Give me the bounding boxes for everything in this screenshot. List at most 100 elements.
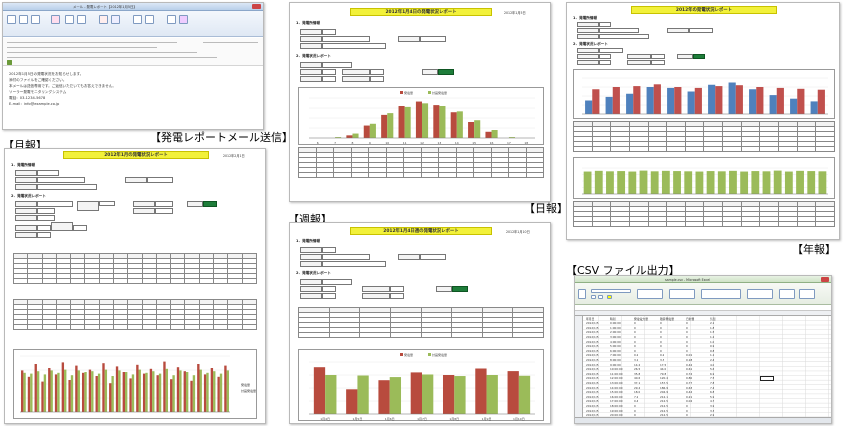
csv-cell[interactable]: 0.63 <box>686 385 693 390</box>
delete-icon[interactable] <box>51 15 60 24</box>
csv-cell[interactable]: 17:00:00 <box>610 399 623 404</box>
rules-icon[interactable] <box>77 15 86 24</box>
csv-cell[interactable]: 0 <box>634 403 636 408</box>
csv-cell[interactable]: 0.44 <box>686 390 693 395</box>
onenote-icon[interactable] <box>179 15 188 24</box>
csv-cell[interactable]: 14.2 <box>634 362 641 367</box>
csv-cell[interactable]: 19:00:00 <box>610 408 623 413</box>
csv-cell[interactable]: 40.6 <box>634 376 641 381</box>
csv-cell[interactable]: 1.0 <box>710 339 715 344</box>
csv-cell[interactable]: 0 <box>686 334 688 339</box>
csv-cell[interactable]: 212.1 <box>660 394 669 399</box>
csv-cell[interactable]: 2012/1/5 <box>586 376 599 381</box>
csv-cell[interactable]: 0.77 <box>686 380 693 385</box>
csv-cell[interactable]: 4:00:00 <box>610 339 621 344</box>
csv-cell[interactable]: 0 <box>634 334 636 339</box>
csv-cell[interactable]: 0.74 <box>686 371 693 376</box>
csv-cell[interactable]: 212.5 <box>660 399 669 404</box>
csv-cell[interactable]: 0 <box>660 321 662 326</box>
csv-header-cell[interactable]: 気温 <box>710 316 716 321</box>
csv-cell[interactable]: 2012/1/5 <box>586 413 599 418</box>
csv-cell[interactable]: 35.8 <box>634 371 641 376</box>
csv-cell[interactable]: 0.4 <box>634 399 639 404</box>
csv-cell[interactable]: 0 <box>660 344 662 349</box>
find-select-icon[interactable] <box>799 289 815 299</box>
csv-cell[interactable]: 2012/1/5 <box>586 403 599 408</box>
reply-icon[interactable] <box>7 15 16 24</box>
csv-cell[interactable]: 2012/1/5 <box>586 394 599 399</box>
styles-icon[interactable] <box>701 289 741 299</box>
csv-cell[interactable]: 0 <box>634 325 636 330</box>
csv-cell[interactable]: 4.0 <box>710 362 715 367</box>
csv-cell[interactable]: 3.3 <box>660 357 665 362</box>
csv-cell[interactable]: 26.5 <box>634 367 641 372</box>
csv-cell[interactable]: 3.1 <box>634 357 639 362</box>
csv-cell[interactable]: 7.2 <box>634 394 639 399</box>
csv-cell[interactable]: 2.9 <box>710 413 715 418</box>
csv-cell[interactable]: 0.01 <box>686 353 693 358</box>
align-icon[interactable] <box>637 289 663 299</box>
csv-header-cell[interactable]: 発電電力量 <box>634 316 648 321</box>
csv-cell[interactable]: 2012/1/5 <box>586 330 599 335</box>
csv-header-cell[interactable]: 積算発電量 <box>660 316 674 321</box>
csv-cell[interactable]: 0.18 <box>686 357 693 362</box>
csv-cell[interactable]: 2012/1/5 <box>586 408 599 413</box>
flag-icon[interactable] <box>99 15 108 24</box>
csv-cell[interactable]: 18:00:00 <box>610 403 623 408</box>
csv-cell[interactable]: 2012/1/5 <box>586 339 599 344</box>
find-icon[interactable] <box>133 15 142 24</box>
csv-cell[interactable]: 8:00:00 <box>610 357 621 362</box>
csv-cell[interactable]: 2012/1/5 <box>586 362 599 367</box>
csv-cell[interactable]: 1.2 <box>710 334 715 339</box>
csv-cell[interactable]: 44.0 <box>660 367 667 372</box>
csv-cell[interactable]: 6.8 <box>710 390 715 395</box>
csv-cell[interactable]: 1:00:00 <box>610 325 621 330</box>
csv-header-cell[interactable]: 年月日 <box>586 316 595 321</box>
csv-cell[interactable]: 2012/1/5 <box>586 334 599 339</box>
csv-cell[interactable]: 2012/1/5 <box>586 321 599 326</box>
csv-cell[interactable]: 0 <box>686 325 688 330</box>
csv-cell[interactable]: 0 <box>634 348 636 353</box>
csv-cell[interactable]: 14:00:00 <box>610 385 623 390</box>
bold-icon[interactable] <box>591 295 596 299</box>
csv-cell[interactable]: 6:00:00 <box>610 348 621 353</box>
csv-cell[interactable]: 2.4 <box>710 357 715 362</box>
csv-cell[interactable]: 0 <box>660 330 662 335</box>
csv-cell[interactable]: 7:00:00 <box>610 353 621 358</box>
csv-cell[interactable]: 17.5 <box>660 362 667 367</box>
csv-cell[interactable]: 3.3 <box>710 408 715 413</box>
csv-cell[interactable]: 5.9 <box>710 394 715 399</box>
font-icon[interactable] <box>591 289 631 293</box>
csv-cell[interactable]: 29.4 <box>634 385 641 390</box>
sort-filter-icon[interactable] <box>779 289 795 299</box>
csv-cell[interactable]: 10:00:00 <box>610 367 623 372</box>
csv-cell[interactable]: 4.7 <box>710 399 715 404</box>
category-icon[interactable] <box>111 15 120 24</box>
excel-grid[interactable] <box>575 311 831 417</box>
csv-cell[interactable]: 16:00:00 <box>610 394 623 399</box>
forward-icon[interactable] <box>31 15 40 24</box>
csv-header-cell[interactable]: 日射量 <box>686 316 695 321</box>
csv-cell[interactable]: 15:00:00 <box>610 390 623 395</box>
csv-cell[interactable]: 79.8 <box>660 371 667 376</box>
csv-cell[interactable]: 0 <box>686 339 688 344</box>
csv-cell[interactable]: 0.9 <box>710 344 715 349</box>
csv-cell[interactable]: 0 <box>686 413 688 418</box>
csv-cell[interactable]: 3.9 <box>710 403 715 408</box>
csv-cell[interactable]: 157.5 <box>660 380 669 385</box>
csv-cell[interactable]: 0 <box>686 408 688 413</box>
csv-cell[interactable]: 0 <box>686 403 688 408</box>
csv-cell[interactable]: 0 <box>660 339 662 344</box>
csv-cell[interactable]: 1.8 <box>710 325 715 330</box>
csv-cell[interactable]: 5:00:00 <box>610 344 621 349</box>
csv-cell[interactable]: 2012/1/5 <box>586 344 599 349</box>
csv-cell[interactable]: 212.5 <box>660 408 669 413</box>
csv-cell[interactable]: 0 <box>634 321 636 326</box>
number-format-icon[interactable] <box>669 289 695 299</box>
csv-cell[interactable]: 2012/1/5 <box>586 357 599 362</box>
formula-bar[interactable] <box>575 305 831 311</box>
italic-icon[interactable] <box>598 295 603 299</box>
csv-cell[interactable]: 0.2 <box>660 353 665 358</box>
csv-cell[interactable]: 0 <box>686 344 688 349</box>
csv-cell[interactable]: 0.02 <box>686 399 693 404</box>
